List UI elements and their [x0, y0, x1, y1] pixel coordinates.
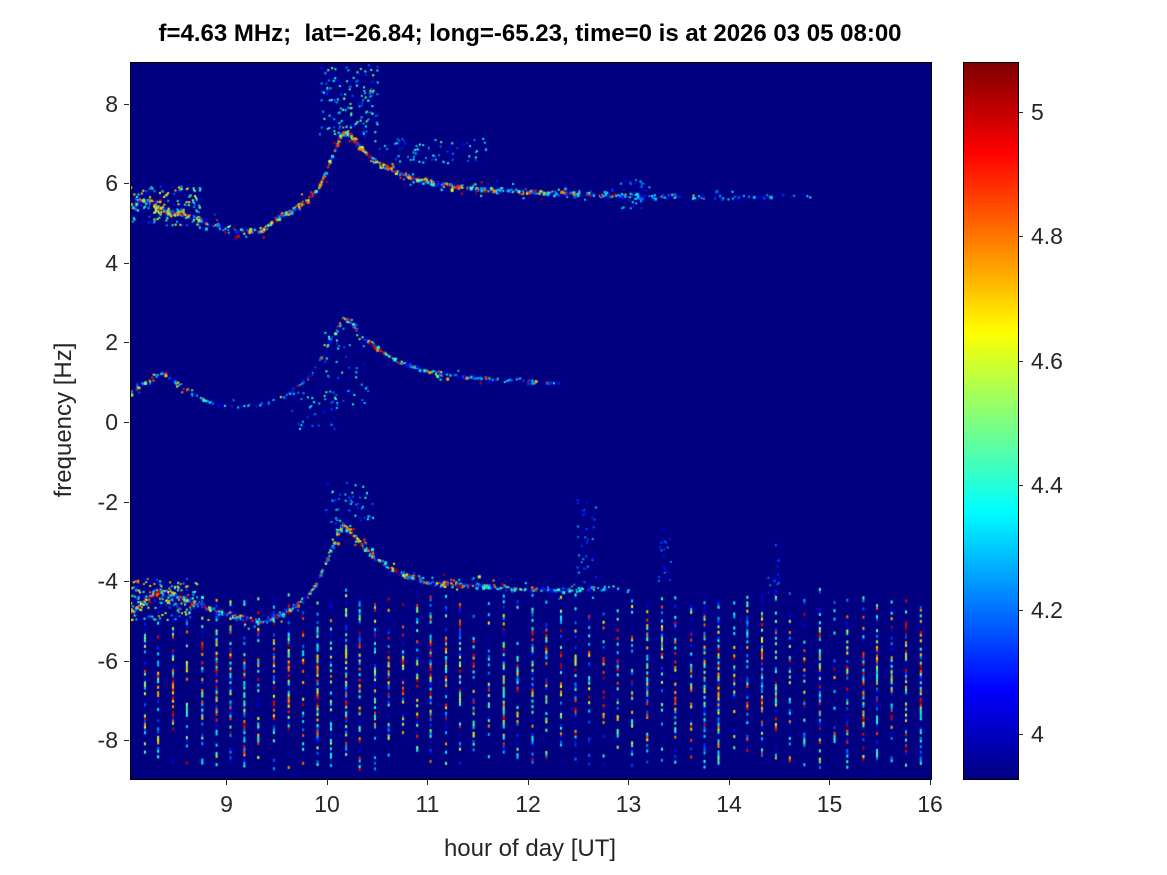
y-tick-label: -6	[97, 647, 118, 674]
y-tick-mark	[124, 501, 129, 503]
y-tick-mark	[124, 660, 129, 662]
colorbar-tick-label: 4.8	[1031, 223, 1063, 250]
x-axis-label: hour of day [UT]	[443, 835, 617, 862]
y-tick-mark	[124, 740, 129, 742]
colorbar	[963, 62, 1019, 780]
x-tick-label: 9	[220, 791, 233, 817]
chart-title: f=4.63 MHz; lat=-26.84; long=-65.23, tim…	[158, 20, 902, 47]
y-tick-mark	[124, 183, 129, 185]
x-tick-label: 11	[415, 791, 440, 817]
y-tick-label: -8	[97, 727, 118, 754]
x-tick-mark	[527, 780, 529, 785]
colorbar-tick-mark	[1018, 236, 1023, 238]
x-tick-mark	[427, 780, 429, 785]
y-tick-mark	[124, 342, 129, 344]
x-tick-mark	[226, 780, 228, 785]
x-tick-label: 16	[917, 791, 943, 817]
x-tick-label: 10	[314, 791, 340, 817]
y-tick-mark	[124, 581, 129, 583]
y-tick-label: 8	[105, 90, 118, 117]
y-tick-label: 4	[105, 249, 118, 276]
spectrogram-canvas	[131, 63, 931, 779]
colorbar-tick-label: 4.6	[1031, 347, 1063, 374]
colorbar-tick-label: 4	[1031, 721, 1044, 748]
x-tick-label: 13	[615, 791, 642, 817]
colorbar-tick-label: 5	[1031, 98, 1044, 125]
colorbar-tick-label: 4.4	[1031, 472, 1063, 499]
y-tick-mark	[124, 262, 129, 264]
colorbar-tick-mark	[1018, 111, 1023, 113]
x-tick-label: 15	[816, 791, 843, 817]
x-tick-mark	[829, 780, 831, 785]
x-tick-mark	[728, 780, 730, 785]
y-tick-mark	[124, 421, 129, 423]
y-tick-mark	[124, 103, 129, 105]
x-tick-mark	[628, 780, 630, 785]
y-tick-label: 6	[105, 170, 118, 197]
colorbar-tick-mark	[1018, 360, 1023, 362]
colorbar-gradient-canvas	[964, 63, 1018, 779]
plot-area	[130, 62, 932, 780]
y-tick-label: 2	[105, 329, 118, 356]
y-tick-label: -4	[97, 568, 118, 595]
colorbar-tick-mark	[1018, 609, 1023, 611]
colorbar-tick-mark	[1018, 734, 1023, 736]
x-tick-mark	[326, 780, 328, 785]
colorbar-tick-label: 4.2	[1031, 596, 1063, 623]
x-tick-label: 12	[515, 791, 541, 817]
y-tick-label: 0	[105, 408, 118, 435]
x-tick-mark	[930, 780, 931, 785]
colorbar-tick-mark	[1018, 485, 1023, 487]
y-tick-label: -2	[97, 488, 118, 515]
x-tick-label: 14	[716, 791, 742, 817]
